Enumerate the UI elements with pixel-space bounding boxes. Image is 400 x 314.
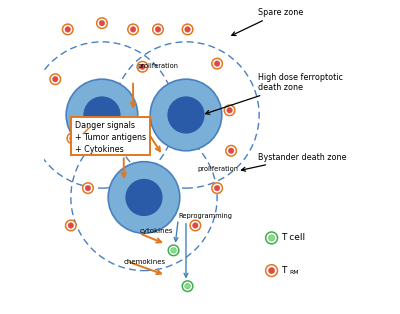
Text: chemokines: chemokines: [124, 259, 166, 265]
Circle shape: [190, 220, 201, 231]
Text: proliferation: proliferation: [138, 63, 179, 69]
Circle shape: [171, 247, 176, 253]
Circle shape: [97, 18, 107, 29]
Text: RM: RM: [290, 270, 299, 275]
Circle shape: [168, 245, 179, 256]
Circle shape: [50, 74, 60, 84]
Circle shape: [224, 105, 235, 116]
Circle shape: [65, 27, 70, 32]
Circle shape: [228, 148, 234, 154]
Circle shape: [182, 281, 193, 291]
Circle shape: [68, 223, 74, 228]
Text: proliferation: proliferation: [197, 166, 238, 172]
Circle shape: [66, 220, 76, 231]
Circle shape: [155, 27, 161, 32]
Circle shape: [212, 58, 222, 69]
Circle shape: [108, 162, 180, 233]
Circle shape: [266, 265, 278, 277]
Text: cytokines: cytokines: [139, 228, 173, 234]
Text: High dose ferroptotic
death zone: High dose ferroptotic death zone: [206, 73, 342, 114]
Text: T: T: [282, 266, 287, 275]
Circle shape: [83, 183, 93, 193]
FancyBboxPatch shape: [71, 116, 150, 155]
Circle shape: [67, 133, 78, 143]
Circle shape: [66, 79, 138, 151]
Text: Spare zone: Spare zone: [232, 8, 303, 35]
Circle shape: [185, 27, 190, 32]
Text: T cell: T cell: [282, 233, 306, 242]
Circle shape: [226, 145, 236, 156]
Circle shape: [168, 97, 204, 133]
Circle shape: [70, 136, 75, 141]
Circle shape: [137, 62, 148, 72]
Circle shape: [130, 27, 136, 32]
Text: Reprogramming: Reprogramming: [178, 213, 232, 219]
Circle shape: [150, 79, 222, 151]
Circle shape: [214, 61, 220, 67]
Circle shape: [192, 223, 198, 228]
Circle shape: [227, 107, 232, 113]
Circle shape: [99, 20, 105, 26]
Circle shape: [182, 24, 193, 35]
Circle shape: [85, 185, 91, 191]
Circle shape: [212, 183, 222, 193]
Circle shape: [140, 64, 145, 69]
Text: Danger signals
+ Tumor antigens
+ Cytokines: Danger signals + Tumor antigens + Cytoki…: [74, 121, 146, 154]
Circle shape: [153, 24, 163, 35]
Circle shape: [84, 97, 120, 133]
Circle shape: [268, 268, 275, 274]
Circle shape: [214, 185, 220, 191]
Text: Bystander death zone: Bystander death zone: [242, 153, 346, 171]
Circle shape: [52, 76, 58, 82]
Circle shape: [128, 24, 138, 35]
Circle shape: [126, 179, 162, 215]
Circle shape: [268, 235, 275, 241]
Circle shape: [185, 283, 190, 289]
Circle shape: [266, 232, 278, 244]
Circle shape: [62, 24, 73, 35]
